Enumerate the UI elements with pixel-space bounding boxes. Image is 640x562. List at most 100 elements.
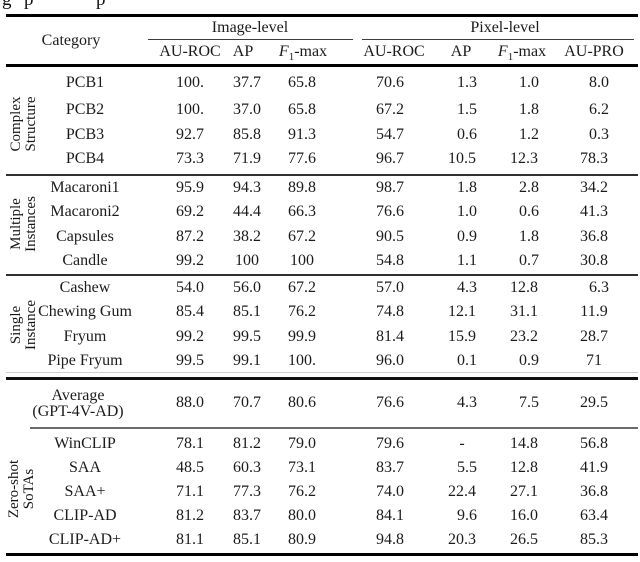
- metric-value-cell: 11.9: [580, 303, 608, 320]
- metric-value-cell: 0.9: [457, 228, 477, 245]
- metric-value-cell: 85.8: [233, 126, 261, 143]
- metric-value-cell: 9.6: [457, 507, 477, 524]
- metric-value-cell: 87.2: [176, 228, 204, 245]
- column-header-pixel-au-roc: AU-ROC: [363, 43, 425, 60]
- metric-value-cell: 36.8: [580, 483, 608, 500]
- table-rule: [6, 174, 638, 176]
- metric-value-cell: 0.6: [519, 203, 539, 220]
- metric-value-cell: 63.4: [580, 507, 608, 524]
- metric-value-cell: 54.7: [376, 126, 404, 143]
- metric-value-cell: 69.2: [176, 203, 204, 220]
- metric-value-cell: 78.3: [580, 150, 608, 167]
- metric-value-cell: 71: [586, 352, 602, 369]
- row-group-label-line: Structure: [23, 96, 39, 152]
- column-header-category: Category: [41, 32, 101, 49]
- row-group-label-line: Zero-shot: [6, 459, 22, 519]
- metric-value-cell: 12.8: [510, 279, 538, 296]
- metric-value-cell: 57.0: [376, 279, 404, 296]
- metric-value-cell: 73.3: [176, 150, 204, 167]
- caption-letter-fragment: p: [24, 0, 34, 11]
- column-header-pixel-au-pro: AU-PRO: [564, 43, 624, 60]
- metric-value-cell: 65.8: [288, 74, 316, 91]
- metric-value-cell: 1.0: [519, 74, 539, 91]
- metric-value-cell: 54.8: [376, 252, 404, 269]
- column-header-image-ap: AP: [232, 43, 254, 60]
- row-group-label-line: Single: [8, 305, 24, 345]
- table-rule: [6, 64, 638, 67]
- metric-value-cell: 65.8: [288, 101, 316, 118]
- metric-value-cell: 4.3: [457, 279, 477, 296]
- metric-value-cell: 10.5: [448, 150, 476, 167]
- metric-value-cell: 1.3: [457, 74, 477, 91]
- metric-value-cell: 27.1: [510, 483, 538, 500]
- metric-value-cell: 38.2: [233, 228, 261, 245]
- metric-value-cell: 1.2: [519, 126, 539, 143]
- row-group-label: Zero-shot SoTAs: [6, 459, 37, 519]
- category-cell: SAA: [68, 459, 102, 476]
- metric-value-cell: 99.5: [176, 352, 204, 369]
- metric-value-cell: 26.5: [510, 531, 538, 548]
- metric-value-cell: 76.6: [376, 203, 404, 220]
- metric-value-cell: 77.3: [233, 483, 261, 500]
- column-header-image-au-roc: AU-ROC: [159, 43, 221, 60]
- metric-value-cell: 12.1: [448, 303, 476, 320]
- metric-value-cell: 99.5: [233, 328, 261, 345]
- metric-value-cell: 1.8: [457, 179, 477, 196]
- metric-value-cell: 71.9: [233, 150, 261, 167]
- metric-value-cell: 85.3: [580, 531, 608, 548]
- category-cell: Pipe Fryum: [47, 352, 123, 369]
- metric-value-cell: 70.6: [376, 74, 404, 91]
- metric-value-cell: 66.3: [288, 203, 316, 220]
- metric-value-cell: 54.0: [176, 279, 204, 296]
- category-cell: CLIP-AD+: [48, 531, 122, 548]
- metric-value-cell: 7.5: [519, 394, 539, 411]
- metric-value-cell: 8.0: [589, 74, 609, 91]
- metric-value-cell: 89.8: [288, 179, 316, 196]
- metric-value-cell: 30.8: [580, 252, 608, 269]
- metric-value-cell: 83.7: [233, 507, 261, 524]
- metric-value-cell: 31.1: [510, 303, 538, 320]
- metric-value-cell: 74.0: [376, 483, 404, 500]
- metric-value-cell: 96.0: [376, 352, 404, 369]
- metric-value-cell: 37.0: [233, 101, 261, 118]
- metric-value-cell: 5.5: [457, 459, 477, 476]
- table-rule: [148, 39, 353, 41]
- caption-letter-fragment: p: [96, 0, 106, 11]
- category-cell: Cashew: [59, 279, 111, 296]
- metric-value-cell: 90.5: [376, 228, 404, 245]
- caption-letter-fragment: g: [2, 0, 12, 11]
- metric-value-cell: 1.1: [457, 252, 477, 269]
- metric-value-cell: 80.9: [288, 531, 316, 548]
- metric-value-cell: 78.1: [176, 435, 204, 452]
- category-cell: PCB3: [65, 126, 105, 143]
- table-rule: [6, 274, 638, 276]
- metric-value-cell: 99.2: [176, 252, 204, 269]
- metric-value-cell: 84.1: [376, 507, 404, 524]
- metric-value-cell: 41.3: [580, 203, 608, 220]
- metric-value-cell: 74.8: [376, 303, 404, 320]
- metric-value-cell: 79.0: [288, 435, 316, 452]
- metric-value-cell: 73.1: [288, 459, 316, 476]
- column-group-header-image-level: Image-level: [211, 19, 289, 36]
- metric-value-cell: 0.9: [519, 352, 539, 369]
- average-row-label-line: (GPT-4V-AD): [32, 403, 124, 420]
- metric-value-cell: 79.6: [376, 435, 404, 452]
- metric-value-cell: 28.7: [580, 328, 608, 345]
- metric-value-cell: 94.3: [233, 179, 261, 196]
- metric-value-cell: 76.2: [288, 483, 316, 500]
- table-rule: [362, 39, 634, 41]
- metric-value-cell: 67.2: [288, 228, 316, 245]
- metric-value-cell: -: [459, 435, 465, 452]
- metric-value-cell: 99.2: [176, 328, 204, 345]
- row-group-label: Complex Structure: [8, 96, 39, 152]
- metric-value-cell: 2.8: [519, 179, 539, 196]
- metric-value-cell: 99.1: [233, 352, 261, 369]
- metric-value-cell: 98.7: [376, 179, 404, 196]
- metric-value-cell: 91.3: [288, 126, 316, 143]
- metric-value-cell: 56.0: [233, 279, 261, 296]
- metric-value-cell: 100: [235, 252, 259, 269]
- category-cell: Macaroni1: [50, 179, 120, 196]
- metric-value-cell: 88.0: [176, 394, 204, 411]
- metric-value-cell: 80.6: [288, 394, 316, 411]
- metric-value-cell: 0.7: [519, 252, 539, 269]
